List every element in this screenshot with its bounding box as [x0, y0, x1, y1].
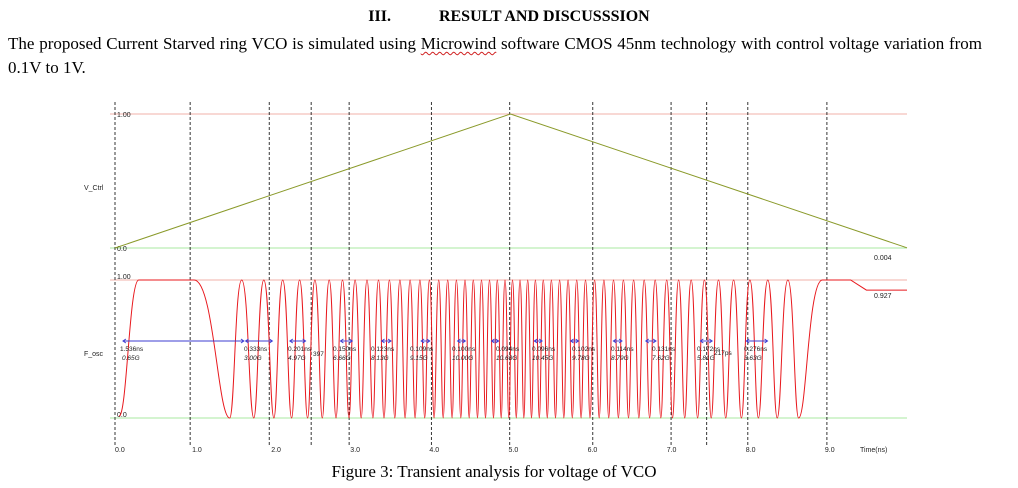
freq-label-1: 3.00G [244, 355, 262, 362]
period-arrow-left-head-5 [380, 338, 385, 344]
fosc-bottom-value: 0.0 [117, 412, 127, 419]
freq-label-10: 9.78G [572, 355, 590, 362]
period-label-3: 397 [313, 351, 324, 358]
period-arrow-right-head-2 [302, 338, 307, 344]
period-arrow-right-head-1 [269, 338, 274, 344]
period-arrow-right-head-0 [240, 338, 245, 344]
period-arrow-left-head-13 [699, 338, 704, 344]
software-name-misspelled: Microwind [420, 34, 497, 53]
period-label-0: 1.536ns [120, 346, 144, 353]
paragraph-text-start: The proposed Current Starved ring VCO is… [8, 34, 421, 53]
paragraph-text-end: software CMOS 45nm technology with contr… [8, 34, 983, 77]
freq-label-7: 10.00G [452, 355, 473, 362]
freq-label-13: 5.81G [697, 355, 715, 362]
period-label-7: 0.100ns [452, 346, 476, 353]
x-tick-label-7: 7.0 [667, 447, 677, 454]
freq-label-8: 10.63G [496, 355, 517, 362]
period-arrow-left-head-6 [420, 338, 425, 344]
freq-label-5: 8.13G [371, 355, 389, 362]
period-arrow-left-head-1 [244, 338, 249, 344]
fosc-signal-label: F_osc [84, 351, 104, 358]
freq-label-6: 9.15G [410, 355, 428, 362]
x-tick-label-2: 2.0 [271, 447, 281, 454]
period-label-6: 0.109ns [410, 346, 434, 353]
vctrl-end-value: 0.004 [874, 255, 892, 262]
period-label-14: 217ps [714, 350, 732, 357]
vctrl-signal-label: V_Ctrl [84, 185, 104, 192]
x-tick-label-3: 3.0 [350, 447, 360, 454]
period-arrow-left-head-12 [644, 338, 650, 344]
period-label-5: 0.123ns [371, 346, 395, 353]
period-label-9: 0.096ns [532, 346, 556, 353]
period-arrow-left-head-11 [612, 338, 617, 344]
period-arrow-right-head-13 [708, 338, 714, 344]
period-label-11: 0.114ns [611, 346, 634, 353]
transient-analysis-figure: V_Ctrl F_osc 1.00 0.0 1.00 0.0 0.004 0.927 1.536… [84, 102, 908, 454]
freq-label-9: 10.45G [532, 355, 553, 362]
section-heading: III. RESULT AND DISCUSSSION [0, 8, 1018, 26]
period-label-10: 0.102ns [572, 346, 596, 353]
x-tick-label-6: 6.0 [588, 447, 598, 454]
freq-label-0: 0.65G [122, 355, 140, 362]
x-tick-label-9: 9.0 [825, 447, 835, 454]
period-label-8: 0.094ns [496, 346, 520, 353]
period-label-12: 0.131ns [652, 346, 676, 353]
period-label-1: 0.333ns [244, 346, 268, 353]
freq-label-15: 3.63G [744, 355, 762, 362]
period-arrow-right-head-15 [764, 338, 769, 344]
period-arrow-right-head-4 [349, 338, 354, 344]
period-arrow-right-head-6 [426, 338, 431, 344]
period-arrow-right-head-10 [575, 338, 580, 344]
period-arrow-left-head-7 [456, 338, 461, 344]
freq-label-4: 6.66G [333, 355, 351, 362]
period-arrow-left-head-15 [745, 338, 750, 344]
period-label-2: 0.201ns [288, 346, 312, 353]
x-tick-label-5: 5.0 [509, 447, 519, 454]
period-arrow-right-head-5 [387, 338, 392, 344]
body-paragraph: The proposed Current Starved ring VCO is… [8, 32, 982, 80]
period-label-13: 0.172ns [697, 346, 721, 353]
period-arrow-left-head-0 [122, 338, 127, 344]
freq-label-12: 7.62G [652, 355, 670, 362]
period-arrow-left-head-8 [490, 338, 495, 344]
period-label-4: 0.150ns [333, 346, 357, 353]
x-axis-title: Time(ns) [860, 447, 887, 454]
section-number: III. [368, 8, 391, 25]
period-arrow-right-head-9 [538, 338, 543, 344]
figure-caption: Figure 3: Transient analysis for voltage… [331, 462, 657, 481]
period-arrow-left-head-10 [569, 338, 574, 344]
period-label-15: 0.276ns [744, 346, 768, 353]
x-tick-label-1: 1.0 [192, 447, 202, 454]
x-tick-label-0: 0.0 [115, 447, 125, 454]
freq-label-11: 8.79G [611, 355, 629, 362]
period-arrow-right-head-8 [495, 338, 500, 344]
freq-label-2: 4.97G [288, 355, 306, 362]
period-arrow-right-head-11 [618, 338, 623, 344]
vctrl-bottom-value: 0.0 [117, 246, 127, 253]
x-tick-label-8: 8.0 [746, 447, 756, 454]
section-title: RESULT AND DISCUSSSION [438, 8, 650, 25]
vctrl-top-value: 1.00 [117, 112, 131, 119]
fosc-top-value: 1.00 [117, 274, 131, 281]
fosc-waveform [118, 279, 907, 419]
vctrl-waveform [114, 113, 908, 249]
x-tick-label-4: 4.0 [429, 447, 439, 454]
period-arrow-left-head-2 [288, 338, 294, 344]
period-arrow-left-head-9 [533, 338, 538, 344]
period-arrow-left-head-4 [339, 338, 344, 344]
period-arrow-right-head-7 [462, 338, 467, 344]
period-arrow-right-head-12 [652, 338, 657, 344]
fosc-end-value: 0.927 [874, 293, 892, 300]
